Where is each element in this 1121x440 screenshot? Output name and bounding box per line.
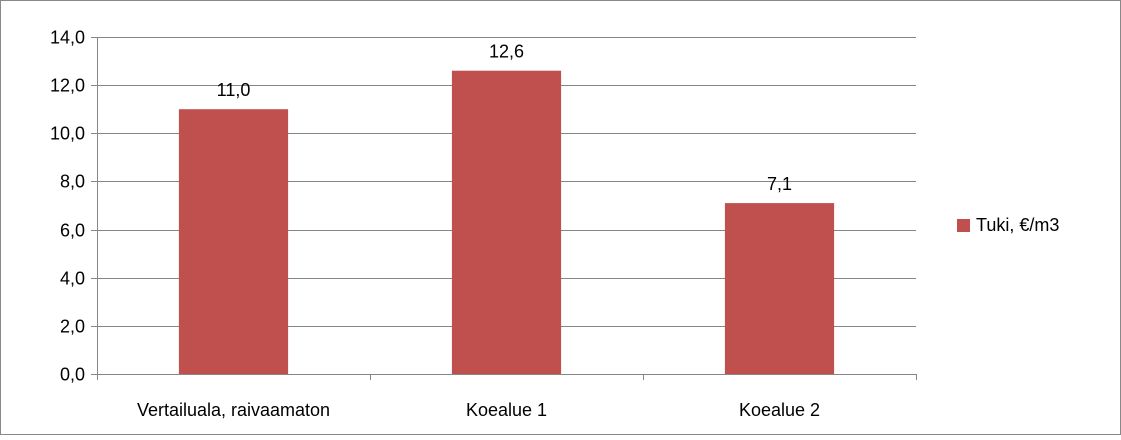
bars bbox=[178, 70, 835, 374]
y-tick-label: 6,0 bbox=[60, 221, 85, 241]
y-tick-label: 4,0 bbox=[60, 269, 85, 289]
y-tick-label: 12,0 bbox=[50, 76, 85, 96]
y-tick-labels: 0,0 2,0 4,0 6,0 8,0 10,0 12,0 14,0 bbox=[50, 28, 85, 385]
legend: Tuki, €/m3 bbox=[957, 215, 1059, 235]
x-tick-label: Vertailuala, raivaamaton bbox=[137, 400, 330, 420]
data-labels: 11,0 12,6 7,1 bbox=[217, 42, 792, 194]
axes bbox=[91, 37, 917, 380]
y-tick-label: 0,0 bbox=[60, 365, 85, 385]
bar-1 bbox=[178, 109, 289, 374]
x-tick-label: Koealue 2 bbox=[739, 400, 820, 420]
y-tick-label: 8,0 bbox=[60, 172, 85, 192]
x-tick-label: Koealue 1 bbox=[466, 400, 547, 420]
legend-swatch bbox=[957, 219, 970, 232]
bar-2 bbox=[451, 70, 562, 374]
y-tick-label: 2,0 bbox=[60, 317, 85, 337]
y-tick-label: 10,0 bbox=[50, 124, 85, 144]
x-tick-labels: Vertailuala, raivaamaton Koealue 1 Koealue… bbox=[137, 400, 820, 420]
y-tick-label: 14,0 bbox=[50, 28, 85, 48]
data-label: 11,0 bbox=[217, 80, 251, 100]
legend-label: Tuki, €/m3 bbox=[976, 215, 1059, 235]
data-label: 12,6 bbox=[489, 42, 524, 62]
bar-3 bbox=[724, 203, 835, 374]
data-label: 7,1 bbox=[767, 174, 792, 194]
